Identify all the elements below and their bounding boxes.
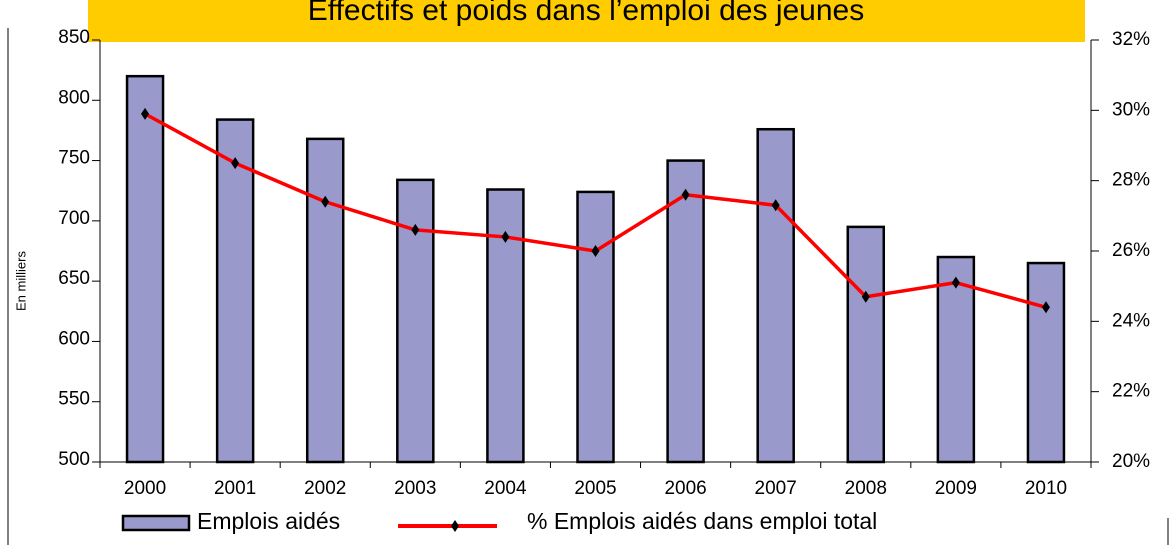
- y-tick-label: 750: [58, 148, 90, 169]
- y2-tick-label: 24%: [1112, 310, 1150, 331]
- line-marker: [681, 188, 690, 201]
- bar: [215, 118, 255, 464]
- y2-tick-label: 30%: [1112, 99, 1150, 120]
- line-marker: [861, 290, 870, 303]
- line-marker: [141, 107, 150, 120]
- x-tick-label: 2000: [124, 478, 166, 499]
- y2-tick-label: 20%: [1112, 451, 1150, 472]
- legend-swatch: [121, 514, 191, 532]
- bar: [305, 137, 345, 464]
- y-axis-label: En milliers: [13, 251, 28, 311]
- x-tick-label: 2003: [394, 478, 436, 499]
- line-marker: [591, 245, 600, 257]
- title-box: [88, 0, 1085, 42]
- legend-marker: [451, 520, 459, 532]
- legend-label: % Emplois aidés dans emploi total: [527, 508, 877, 534]
- line-marker: [411, 223, 420, 236]
- y-tick-label: 850: [58, 27, 90, 48]
- x-tick-label: 2002: [304, 478, 346, 499]
- bar: [846, 225, 886, 464]
- line-marker: [771, 199, 780, 212]
- y-tick-label: 800: [58, 87, 90, 108]
- line-marker: [321, 195, 330, 208]
- y2-tick-label: 32%: [1112, 29, 1150, 50]
- line-marker: [951, 276, 960, 289]
- bar: [576, 190, 615, 464]
- y-tick-label: 600: [58, 328, 90, 349]
- y2-tick-label: 22%: [1112, 381, 1150, 402]
- line-marker: [1041, 301, 1050, 314]
- bar: [1026, 261, 1066, 464]
- x-tick-label: 2010: [1025, 478, 1067, 499]
- x-tick-label: 2004: [484, 478, 527, 499]
- y-tick-label: 550: [58, 389, 90, 410]
- line-marker: [231, 157, 240, 170]
- bar: [666, 159, 705, 464]
- y2-tick-label: 26%: [1112, 240, 1150, 261]
- bar: [125, 74, 165, 464]
- x-tick-label: 2007: [755, 478, 797, 499]
- line-marker: [501, 230, 510, 243]
- x-tick-label: 2008: [845, 478, 887, 499]
- bar: [396, 178, 435, 464]
- x-tick-label: 2005: [574, 478, 616, 499]
- x-tick-label: 2009: [935, 478, 977, 499]
- y-tick-label: 500: [58, 449, 90, 470]
- y2-tick-label: 28%: [1112, 170, 1150, 191]
- bar: [486, 188, 525, 464]
- y-tick-label: 700: [58, 208, 90, 229]
- chart-title: Effectifs et poids dans l’emploi des jeu…: [308, 0, 864, 27]
- x-tick-label: 2006: [664, 478, 706, 499]
- x-tick-label: 2001: [214, 478, 256, 499]
- bar: [756, 127, 795, 464]
- legend-label: Emplois aidés: [197, 508, 340, 534]
- bar: [936, 255, 976, 464]
- y-tick-label: 650: [58, 268, 90, 289]
